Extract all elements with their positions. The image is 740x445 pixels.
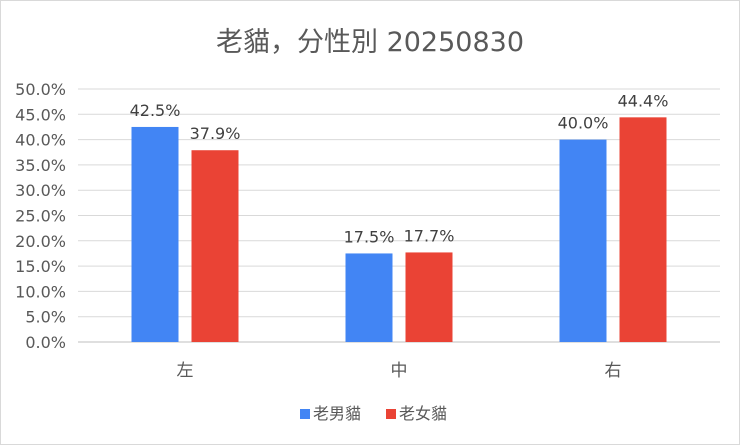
bar	[405, 252, 453, 342]
data-label: 44.4%	[618, 91, 669, 110]
legend-swatch	[386, 409, 396, 419]
bar	[191, 150, 239, 342]
data-label: 42.5%	[130, 101, 181, 120]
bar	[559, 139, 607, 342]
x-category-label: 中	[391, 361, 408, 381]
y-tick-label: 10.0%	[15, 282, 66, 301]
bar	[131, 126, 179, 342]
y-tick-label: 50.0%	[15, 80, 66, 99]
y-tick-label: 40.0%	[15, 131, 66, 150]
y-tick-label: 0.0%	[25, 333, 66, 352]
y-tick-label: 15.0%	[15, 257, 66, 276]
bars	[131, 117, 667, 342]
bar	[345, 253, 393, 342]
x-category-label: 右	[605, 361, 622, 381]
legend-swatch	[300, 409, 310, 419]
legend-label: 老男貓	[313, 404, 361, 423]
data-label: 17.5%	[344, 227, 395, 246]
y-tick-label: 25.0%	[15, 207, 66, 226]
data-label: 37.9%	[190, 124, 241, 143]
gridlines	[78, 88, 720, 343]
data-label: 40.0%	[558, 114, 609, 133]
chart-title: 老貓，分性別 20250830	[216, 27, 524, 58]
x-category-label: 左	[177, 361, 194, 381]
y-axis-ticks: 0.0% 5.0% 10.0% 15.0% 20.0% 25.0% 30.0% 35.0% 40…	[15, 80, 66, 352]
y-tick-label: 5.0%	[25, 308, 66, 327]
data-label: 17.7%	[404, 226, 455, 245]
y-tick-label: 45.0%	[15, 105, 66, 124]
y-tick-label: 30.0%	[15, 181, 66, 200]
legend-label: 老女貓	[399, 404, 447, 423]
legend: 老男貓 老女貓	[300, 404, 447, 423]
y-tick-label: 35.0%	[15, 156, 66, 175]
x-axis-categories: 左中右	[177, 361, 622, 381]
data-labels: 42.5% 37.9% 17.5% 17.7% 40.0% 44.4%	[130, 91, 669, 246]
bar	[619, 117, 667, 342]
y-tick-label: 20.0%	[15, 232, 66, 251]
